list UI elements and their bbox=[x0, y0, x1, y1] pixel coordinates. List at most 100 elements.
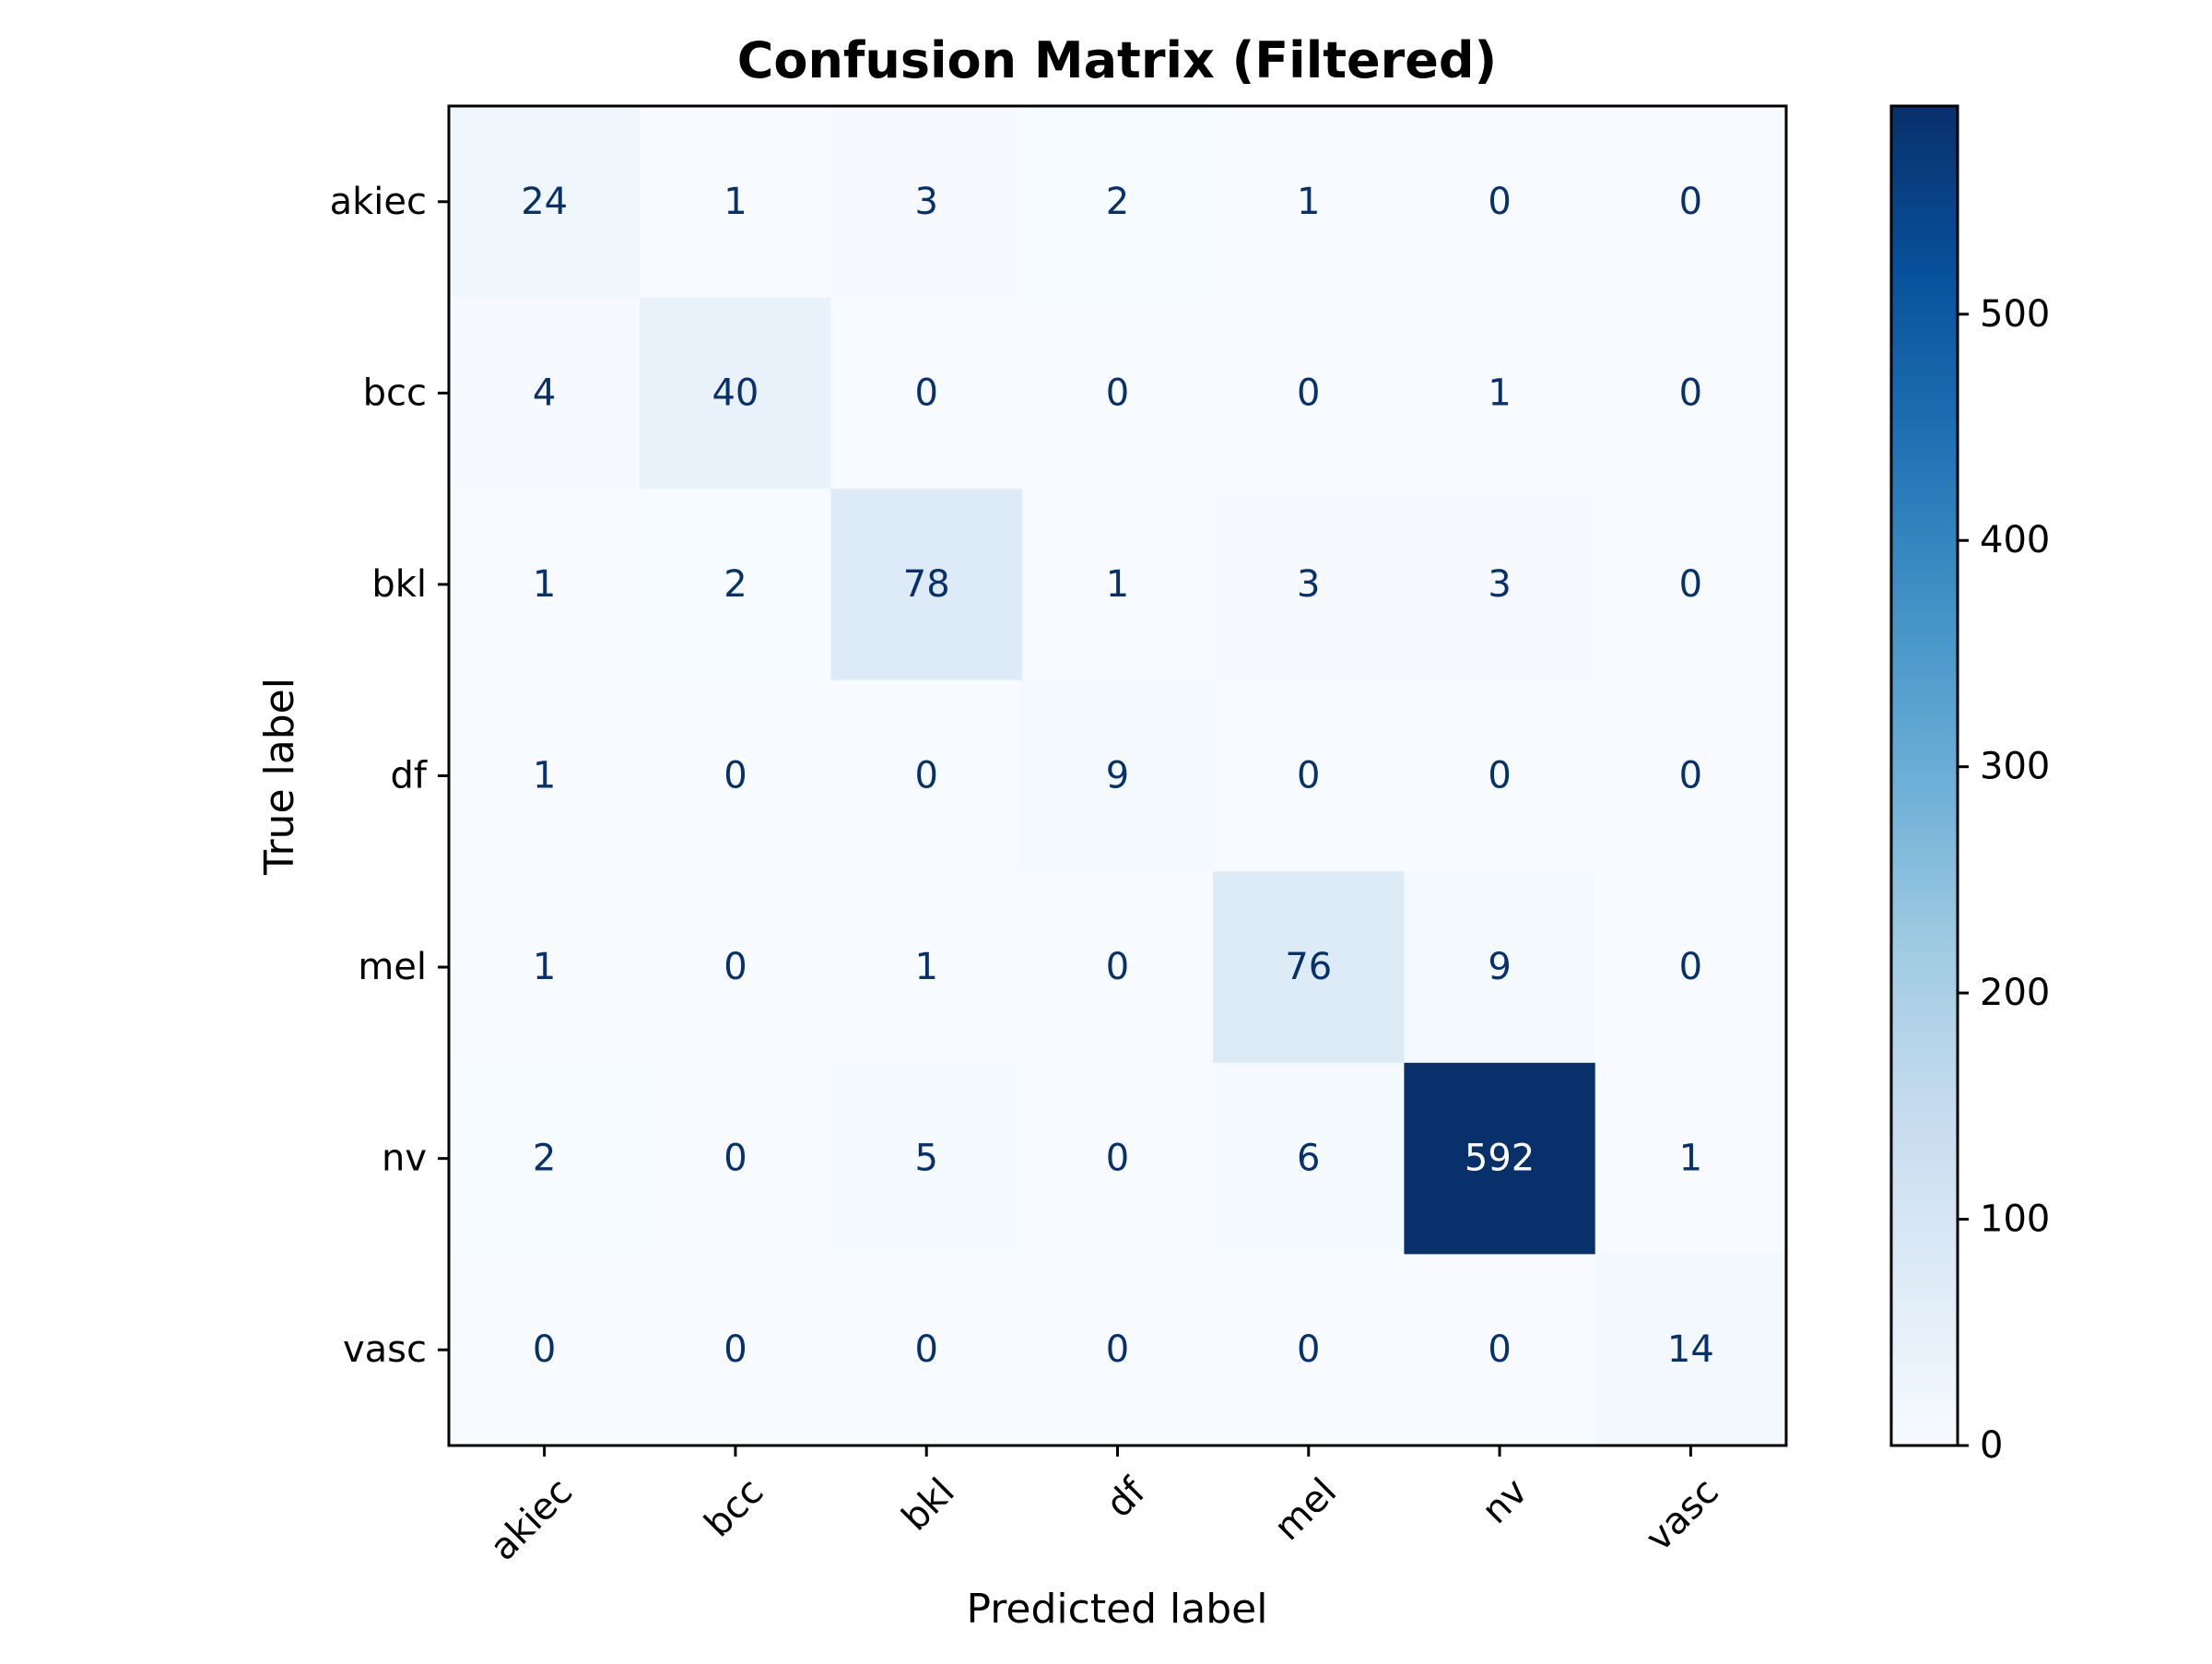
y-axis-ticks: akiec bcc bkl df mel nv vasc bbox=[330, 181, 449, 1371]
heatmap-cell bbox=[830, 106, 1023, 299]
cell-value-label: 2 bbox=[1106, 181, 1129, 223]
cell-value-label: 9 bbox=[1106, 755, 1129, 797]
heatmap-cell bbox=[1594, 1254, 1787, 1446]
heatmap-cell bbox=[1213, 679, 1405, 872]
cell-value-label: 76 bbox=[1285, 946, 1332, 988]
cell-value-label: 0 bbox=[1679, 755, 1702, 797]
heatmap-cell bbox=[1021, 297, 1214, 490]
cell-value-label: 1 bbox=[914, 946, 937, 988]
heatmap-cell bbox=[449, 679, 641, 872]
cell-value-label: 0 bbox=[1679, 946, 1702, 988]
cell-value-label: 0 bbox=[914, 372, 937, 414]
heatmap-cell bbox=[449, 489, 641, 681]
cell-value-label: 1 bbox=[1679, 1138, 1702, 1180]
cell-value-label: 0 bbox=[724, 1138, 747, 1180]
cell-value-label: 0 bbox=[1106, 1328, 1129, 1371]
cell-value-label: 78 bbox=[903, 563, 950, 606]
cell-value-label: 0 bbox=[1106, 1138, 1129, 1180]
cell-value-label: 0 bbox=[1106, 372, 1129, 414]
cell-value-label: 40 bbox=[712, 372, 759, 414]
chart-title: Confusion Matrix (Filtered) bbox=[737, 31, 1497, 89]
cell-value-label: 2 bbox=[533, 1138, 556, 1180]
cell-value-label: 3 bbox=[1297, 563, 1320, 606]
cell-value-label: 2 bbox=[724, 563, 747, 606]
heatmap-cell bbox=[1594, 679, 1787, 872]
heatmap-cell bbox=[1213, 489, 1405, 681]
cell-value-label: 1 bbox=[1488, 372, 1511, 414]
y-tick-label: bkl bbox=[371, 563, 427, 606]
cell-value-label: 0 bbox=[914, 755, 937, 797]
heatmap-cell bbox=[1404, 1062, 1596, 1255]
cell-value-label: 3 bbox=[1488, 563, 1511, 606]
cell-value-label: 9 bbox=[1488, 946, 1511, 988]
heatmap-cell bbox=[1021, 1254, 1214, 1446]
heatmap-cell bbox=[1594, 489, 1787, 681]
cell-value-label: 0 bbox=[1679, 181, 1702, 223]
cell-value-label: 1 bbox=[533, 946, 556, 988]
heatmap-cell bbox=[1021, 489, 1214, 681]
cell-value-label: 0 bbox=[1488, 181, 1511, 223]
heatmap-cell bbox=[1404, 1254, 1596, 1446]
heatmap-cell bbox=[1594, 297, 1787, 490]
colorbar-tick-label: 400 bbox=[1980, 519, 2050, 561]
cell-value-label: 0 bbox=[1106, 946, 1129, 988]
heatmap-cell bbox=[1213, 1254, 1405, 1446]
heatmap-cell bbox=[640, 297, 832, 490]
x-axis-title: Predicted label bbox=[967, 1586, 1268, 1633]
cell-value-label: 0 bbox=[724, 1328, 747, 1371]
heatmap-cell bbox=[449, 871, 641, 1064]
heatmap-cell bbox=[640, 1062, 832, 1255]
x-axis-ticks: akiec bcc bkl df mel nv vasc bbox=[482, 1446, 1727, 1569]
colorbar-tick-label: 0 bbox=[1980, 1424, 2003, 1467]
heatmap-cell bbox=[1021, 871, 1214, 1064]
colorbar-tick-label: 300 bbox=[1980, 746, 2050, 788]
cell-value-label: 14 bbox=[1667, 1328, 1714, 1371]
colorbar-tick-label: 500 bbox=[1980, 293, 2050, 336]
heatmap-cell bbox=[830, 679, 1023, 872]
heatmap-cell bbox=[830, 1062, 1023, 1255]
cell-value-label: 0 bbox=[533, 1328, 556, 1371]
y-tick-label: df bbox=[391, 755, 428, 797]
heatmap-cell bbox=[1213, 297, 1405, 490]
heatmap-cell bbox=[1404, 106, 1596, 299]
y-tick-label: mel bbox=[358, 946, 427, 988]
cell-value-label: 592 bbox=[1465, 1138, 1535, 1180]
y-axis-title: True label bbox=[256, 678, 303, 876]
cell-value-label: 0 bbox=[724, 755, 747, 797]
cell-value-label: 4 bbox=[533, 372, 556, 414]
heatmap-cell bbox=[449, 297, 641, 490]
cell-value-label: 6 bbox=[1297, 1138, 1320, 1180]
cell-value-label: 1 bbox=[724, 181, 747, 223]
heatmap-cell bbox=[449, 106, 641, 299]
cell-value-label: 0 bbox=[1679, 563, 1702, 606]
cell-value-label: 24 bbox=[521, 181, 568, 223]
heatmap-cell bbox=[1213, 106, 1405, 299]
cell-value-label: 0 bbox=[1488, 1328, 1511, 1371]
heatmap-cell-labels: 24 1 3 2 1 0 04 40 0 0 0 1 01 2 78 1 3 3 01 0 0 9 0 0 01 0 1 0 76 9 02… bbox=[521, 181, 1714, 1371]
y-tick-label: nv bbox=[382, 1138, 427, 1180]
cell-value-label: 0 bbox=[1297, 755, 1320, 797]
x-tick-label: nv bbox=[1474, 1470, 1535, 1532]
cell-value-label: 0 bbox=[1297, 1328, 1320, 1371]
cell-value-label: 0 bbox=[1679, 372, 1702, 414]
heatmap-cell bbox=[640, 106, 832, 299]
y-tick-label: bcc bbox=[363, 372, 427, 414]
cell-value-label: 0 bbox=[1488, 755, 1511, 797]
heatmap-cell bbox=[830, 871, 1023, 1064]
heatmap-cells bbox=[449, 106, 1787, 1446]
heatmap-cell bbox=[449, 1254, 641, 1446]
x-tick-label: akiec bbox=[482, 1470, 581, 1569]
heatmap-cell bbox=[830, 297, 1023, 490]
colorbar-tick-label: 100 bbox=[1980, 1198, 2050, 1241]
heatmap-cell bbox=[1021, 679, 1214, 872]
x-tick-label: mel bbox=[1266, 1470, 1345, 1549]
heatmap-cell bbox=[640, 1254, 832, 1446]
heatmap-cell bbox=[640, 871, 832, 1064]
x-tick-label: bkl bbox=[894, 1470, 963, 1540]
x-tick-label: vasc bbox=[1638, 1470, 1727, 1560]
cell-value-label: 0 bbox=[724, 946, 747, 988]
cell-value-label: 1 bbox=[533, 755, 556, 797]
colorbar bbox=[1889, 104, 1959, 1447]
